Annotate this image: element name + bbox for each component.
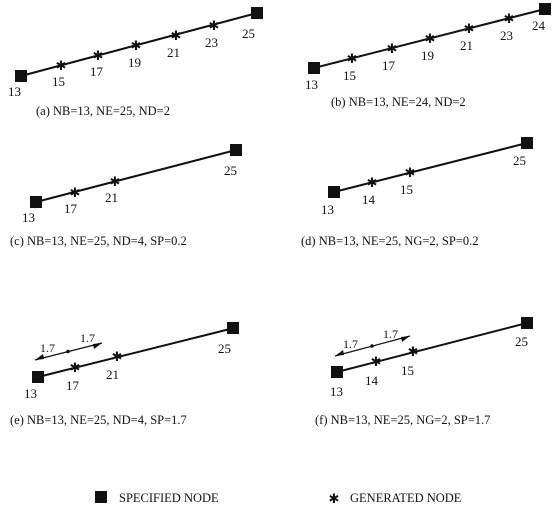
panel-b-end-node-label: 24 xyxy=(532,18,546,33)
panel-d-start-node-label: 13 xyxy=(321,202,334,217)
panel-b: ✱ ✱ ✱ ✱ ✱ 13 24 15 17 19 21 23 (b) NB=13… xyxy=(305,3,551,109)
panel-c-generated-star: ✱ xyxy=(110,174,121,189)
panel-c-start-node-square xyxy=(30,196,42,208)
panel-a-end-node-square xyxy=(251,7,263,19)
panel-f-node-label: 15 xyxy=(401,363,414,378)
panel-f-caption: (f) NB=13, NE=25, NG=2, SP=1.7 xyxy=(315,413,490,427)
panel-d-generated-star: ✱ xyxy=(367,175,378,190)
panel-a-caption: (a) NB=13, NE=25, ND=2 xyxy=(36,104,170,118)
panel-a-generated-star: ✱ xyxy=(93,48,104,63)
panel-c-node-label: 17 xyxy=(64,201,78,216)
legend-specified-node-icon xyxy=(95,491,107,503)
panel-b-node-label: 19 xyxy=(421,48,434,63)
panel-f-generated-star: ✱ xyxy=(408,344,419,359)
panel-f-arrowhead-left xyxy=(335,350,344,356)
panel-a-end-node-label: 25 xyxy=(242,26,255,41)
panel-e: ✱ ✱ 1.7 1.7 13 25 17 21 (e) NB=13, NE=25… xyxy=(10,322,239,427)
panel-f-arrow-midpoint xyxy=(370,344,374,348)
panel-b-node-label: 23 xyxy=(500,28,513,43)
panel-a-node-label: 21 xyxy=(167,45,180,60)
panel-f-end-node-label: 25 xyxy=(515,334,528,349)
panel-f-arrowhead-right xyxy=(401,336,410,342)
panel-a-generated-star: ✱ xyxy=(171,28,182,43)
panel-a-generated-star: ✱ xyxy=(131,38,142,53)
panel-a-node-label: 15 xyxy=(52,74,65,89)
panel-d-caption: (d) NB=13, NE=25, NG=2, SP=0.2 xyxy=(301,234,479,248)
panel-d-end-node-square xyxy=(521,137,533,149)
panel-b-generated-star: ✱ xyxy=(425,31,436,46)
panel-e-start-node-label: 13 xyxy=(24,386,37,401)
panel-f-dimension-label: 1.7 xyxy=(383,327,398,341)
panel-f-dimension-label: 1.7 xyxy=(343,337,358,351)
panel-b-node-label: 15 xyxy=(343,68,356,83)
panel-d-node-label: 15 xyxy=(400,182,413,197)
panel-a-node-label: 19 xyxy=(128,55,141,70)
panel-d-end-node-label: 25 xyxy=(513,153,526,168)
panel-d-node-label: 14 xyxy=(362,192,376,207)
panel-e-start-node-square xyxy=(32,371,44,383)
legend: SPECIFIED NODE ✱ GENERATED NODE xyxy=(95,491,462,506)
panel-e-dimension-label: 1.7 xyxy=(40,341,55,355)
panel-f-start-node-square xyxy=(331,366,343,378)
panel-a-generated-star: ✱ xyxy=(209,18,220,33)
panel-e-end-node-square xyxy=(227,322,239,334)
panel-b-node-label: 21 xyxy=(460,38,473,53)
panel-f-line xyxy=(336,322,528,373)
panel-d: ✱ ✱ 13 25 14 15 (d) NB=13, NE=25, NG=2, … xyxy=(301,137,533,248)
panel-e-arrowhead-left xyxy=(35,354,44,360)
panel-e-node-label: 17 xyxy=(66,378,80,393)
legend-generated-node-icon: ✱ xyxy=(329,491,340,506)
panel-e-generated-star: ✱ xyxy=(70,360,81,375)
panel-d-start-node-square xyxy=(328,186,340,198)
panel-b-generated-star: ✱ xyxy=(347,51,358,66)
panel-e-dimension-label: 1.7 xyxy=(80,331,95,345)
panel-e-caption: (e) NB=13, NE=25, ND=4, SP=1.7 xyxy=(10,413,187,427)
panel-d-line xyxy=(333,142,528,193)
panel-b-node-label: 17 xyxy=(382,58,396,73)
panel-c-caption: (c) NB=13, NE=25, ND=4, SP=0.2 xyxy=(10,234,187,248)
panel-f-start-node-label: 13 xyxy=(330,384,343,399)
panel-f-end-node-square xyxy=(521,317,533,329)
panel-a-start-node-square xyxy=(15,70,27,82)
panel-c-node-label: 21 xyxy=(105,190,118,205)
panel-b-caption: (b) NB=13, NE=24, ND=2 xyxy=(331,95,466,109)
panel-b-start-node-square xyxy=(308,62,320,74)
panel-a-start-node-label: 13 xyxy=(8,84,21,99)
panel-a-node-label: 17 xyxy=(90,64,104,79)
legend-specified-node-label: SPECIFIED NODE xyxy=(119,491,219,505)
panel-a: ✱ ✱ ✱ ✱ ✱ 13 25 15 17 19 21 23 (a) NB=13… xyxy=(8,7,263,118)
panel-e-node-label: 21 xyxy=(106,367,119,382)
panel-a-node-label: 23 xyxy=(205,35,218,50)
panel-e-arrowhead-right xyxy=(93,343,102,349)
legend-generated-node-label: GENERATED NODE xyxy=(350,491,462,505)
panel-e-line xyxy=(37,327,235,378)
panel-c-generated-star: ✱ xyxy=(70,185,81,200)
panel-c-end-node-label: 25 xyxy=(224,163,237,178)
panel-a-line xyxy=(20,12,258,77)
panel-b-generated-star: ✱ xyxy=(464,21,475,36)
panel-e-end-node-label: 25 xyxy=(218,341,231,356)
panel-c-line xyxy=(35,149,237,203)
panel-d-generated-star: ✱ xyxy=(405,165,416,180)
panel-c: ✱ ✱ 13 25 17 21 (c) NB=13, NE=25, ND=4, … xyxy=(10,144,242,248)
panel-b-generated-star: ✱ xyxy=(387,41,398,56)
panel-e-arrow-midpoint xyxy=(66,349,70,354)
panel-b-end-node-square xyxy=(539,3,551,15)
panel-c-end-node-square xyxy=(230,144,242,156)
panel-f: ✱ ✱ 1.7 1.7 13 25 14 15 (f) NB=13, NE=25… xyxy=(315,317,533,427)
panel-e-generated-star: ✱ xyxy=(112,349,123,364)
panel-c-start-node-label: 13 xyxy=(22,210,35,225)
panel-b-generated-star: ✱ xyxy=(504,11,515,26)
panel-f-node-label: 14 xyxy=(365,373,379,388)
panel-b-start-node-label: 13 xyxy=(305,77,318,92)
panel-f-generated-star: ✱ xyxy=(371,354,382,369)
panel-a-generated-star: ✱ xyxy=(56,58,67,73)
panel-b-line xyxy=(313,8,546,69)
